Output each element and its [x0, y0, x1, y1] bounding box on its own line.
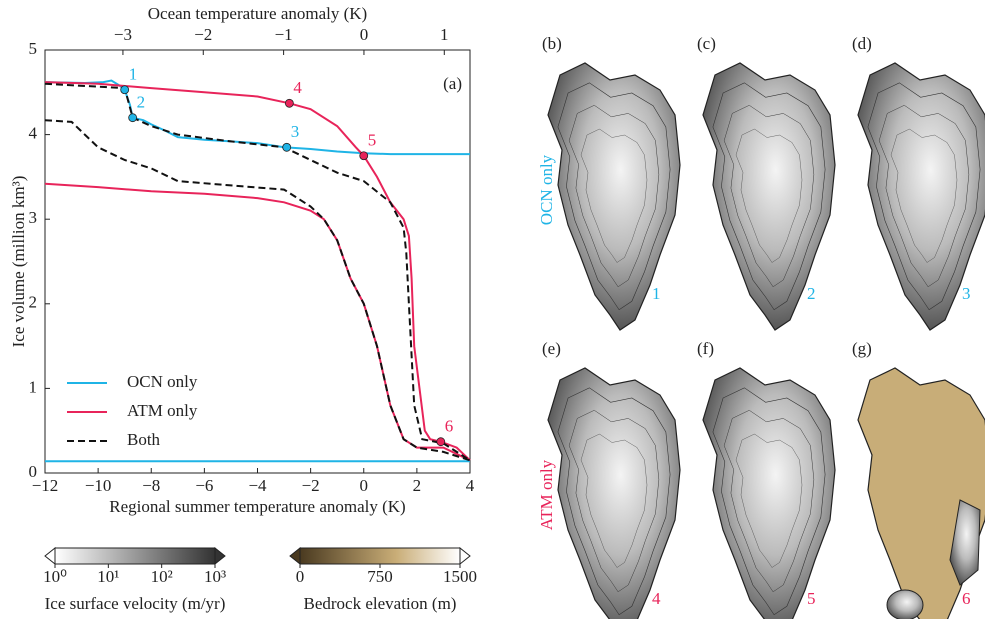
x-tick-label: −8: [142, 476, 160, 495]
panel-label: (d): [852, 34, 872, 53]
row-label: OCN only: [537, 154, 556, 225]
ice-remnant: [887, 590, 923, 619]
panel-number: 1: [652, 284, 661, 303]
colorbar-tick-label: 10⁰: [43, 567, 67, 586]
y-tick-label: 4: [29, 124, 38, 143]
x-tick-label: 4: [466, 476, 475, 495]
x-axis-label: Regional summer temperature anomaly (K): [109, 497, 405, 516]
colorbar-extend: [290, 548, 300, 564]
panel-label: (c): [697, 34, 716, 53]
x-tick-label: −6: [195, 476, 213, 495]
legend-label: Both: [127, 430, 161, 449]
point-label: 6: [445, 417, 454, 436]
point-marker: [285, 99, 293, 107]
panel-number: 4: [652, 589, 661, 608]
ice-sheet: [548, 368, 680, 619]
x2-axis-label: Ocean temperature anomaly (K): [148, 4, 367, 23]
panel-number: 2: [807, 284, 816, 303]
legend-label: OCN only: [127, 372, 198, 391]
x2-tick-label: 1: [440, 25, 449, 44]
colorbar-extend: [215, 548, 225, 564]
point-marker: [129, 114, 137, 122]
colorbar-extend: [45, 548, 55, 564]
colorbar-tick-label: 0: [296, 567, 305, 586]
figure: (b) 1 (c) 2 (d) 3 (e) 4 (f) 5 (g) 6 OCN only ATM only…: [0, 0, 985, 619]
ice-sheet: [703, 368, 835, 619]
ice-sheet: [858, 368, 985, 619]
ice-map: [548, 368, 680, 619]
point-label: 4: [293, 78, 302, 97]
x-tick-label: 2: [413, 476, 422, 495]
panel-label: (a): [443, 74, 462, 93]
panel-number: 3: [962, 284, 971, 303]
x2-tick-label: 0: [360, 25, 369, 44]
colorbar-tick-label: 10³: [204, 567, 226, 586]
series-line: [45, 84, 470, 461]
colorbar-label: Bedrock elevation (m): [304, 594, 457, 613]
colorbars: 10⁰ 10¹ 10² 10³ Ice surface velocity (m/yr) 0…: [43, 548, 477, 613]
panel-label: (b): [542, 34, 562, 53]
ice-map: [858, 368, 985, 619]
panel-number: 6: [962, 589, 971, 608]
y-tick-label: 3: [29, 208, 38, 227]
x-tick-label: −10: [85, 476, 112, 495]
point-marker: [360, 152, 368, 160]
series-line: [45, 82, 470, 460]
colorbar-extend: [460, 548, 470, 564]
x-tick-label: −2: [302, 476, 320, 495]
legend-label: ATM only: [127, 401, 198, 420]
y-axis-label: Ice volume (million km³): [9, 176, 28, 348]
map-panels: (b) 1 (c) 2 (d) 3 (e) 4 (f) 5 (g) 6 OCN only ATM only: [537, 34, 985, 619]
colorbar: [55, 548, 215, 564]
colorbar-tick-label: 750: [367, 567, 393, 586]
colorbar-tick-label: 1500: [443, 567, 477, 586]
x-tick-label: −4: [248, 476, 267, 495]
y-tick-label: 1: [29, 377, 38, 396]
colorbar-tick-label: 10¹: [97, 567, 119, 586]
panel-number: 5: [807, 589, 816, 608]
panel-label: (f): [697, 339, 714, 358]
series-line: [45, 81, 470, 462]
point-label: 3: [291, 122, 300, 141]
y-tick-label: 2: [29, 293, 38, 312]
row-label: ATM only: [537, 459, 556, 530]
point-label: 5: [368, 131, 377, 150]
panel-label: (e): [542, 339, 561, 358]
y-tick-label: 5: [29, 39, 38, 58]
point-marker: [437, 438, 445, 446]
y-tick-label: 0: [29, 462, 38, 481]
point-marker: [121, 86, 129, 94]
x2-tick-label: −2: [194, 25, 212, 44]
x2-tick-label: −1: [275, 25, 293, 44]
point-marker: [283, 143, 291, 151]
colorbar-label: Ice surface velocity (m/yr): [45, 594, 226, 613]
x-tick-label: 0: [360, 476, 369, 495]
panel-label: (g): [852, 339, 872, 358]
x2-tick-label: −3: [114, 25, 132, 44]
ice-map: [703, 368, 835, 619]
point-label: 2: [137, 93, 146, 112]
page: {"chart_data": {"type": "line", "panel_l…: [0, 0, 985, 619]
point-label: 1: [129, 65, 138, 84]
plot-frame: [45, 50, 470, 473]
colorbar: [300, 548, 460, 564]
colorbar-tick-label: 10²: [151, 567, 173, 586]
